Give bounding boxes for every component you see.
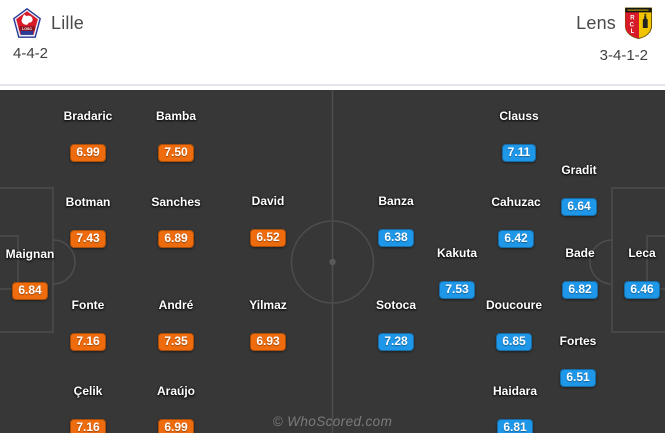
player[interactable]: Maignan 6.84: [0, 248, 85, 300]
lens-crest-icon: R C L: [624, 7, 653, 39]
svg-text:C: C: [630, 22, 635, 28]
player[interactable]: Sotoca 7.28: [341, 299, 451, 351]
player[interactable]: Sanches 6.89: [121, 196, 231, 248]
player[interactable]: Fortes 6.51: [523, 335, 633, 387]
pitch: Bradaric 6.99 Bamba 7.50 Botman 7.43 Sanches 6.…: [0, 90, 665, 433]
player-rating-badge: 6.52: [250, 229, 286, 247]
player-name: Sanches: [151, 195, 201, 209]
player-name: Cahuzac: [491, 195, 541, 209]
player-rating-badge: 6.84: [12, 282, 48, 300]
player-name: Banza: [378, 194, 414, 208]
player[interactable]: Leca 6.46: [587, 247, 665, 299]
player-rating-badge: 6.42: [498, 230, 534, 248]
player-name: David: [251, 194, 285, 208]
away-team-name: Lens: [576, 12, 616, 33]
player[interactable]: Araújo 6.99: [121, 385, 231, 433]
player[interactable]: Bamba 7.50: [121, 110, 231, 162]
player-name: Bamba: [155, 109, 196, 123]
player-rating-badge: 6.51: [560, 369, 596, 387]
player[interactable]: Clauss 7.11: [464, 110, 574, 162]
player-rating-badge: 6.82: [562, 281, 598, 299]
player[interactable]: Doucoure 6.85: [459, 299, 569, 351]
player-rating-badge: 6.81: [497, 419, 533, 433]
player[interactable]: Fonte 7.16: [33, 299, 143, 351]
player-rating-badge: 7.35: [158, 333, 194, 351]
svg-text:R: R: [630, 16, 635, 22]
player-rating-badge: 6.46: [624, 281, 660, 299]
player[interactable]: Bade 6.82: [525, 247, 635, 299]
watermark: © WhoScored.com: [272, 414, 393, 429]
player[interactable]: Cahuzac 6.42: [461, 196, 571, 248]
away-team-header: Lens R C L 3-4-1-2: [576, 6, 653, 64]
player-name: Gradit: [561, 163, 597, 177]
player-rating-badge: 7.16: [70, 419, 106, 433]
player[interactable]: Haidara 6.81: [460, 385, 570, 433]
player-name: Fortes: [559, 334, 597, 348]
player-rating-badge: 6.93: [250, 333, 286, 351]
player-rating-badge: 7.16: [70, 333, 106, 351]
player-rating-badge: 6.38: [378, 229, 414, 247]
player-rating-badge: 6.99: [70, 144, 106, 162]
svg-text:LOSC: LOSC: [22, 27, 32, 31]
player-name: Çelik: [73, 384, 103, 398]
player[interactable]: Bradaric 6.99: [33, 110, 143, 162]
player-name: Bade: [565, 246, 595, 260]
player-name: Botman: [65, 195, 111, 209]
player[interactable]: Botman 7.43: [33, 196, 143, 248]
player-name: Haidara: [492, 384, 538, 398]
player[interactable]: André 7.35: [121, 299, 231, 351]
lille-crest-icon: LOSC: [13, 8, 41, 38]
player-name: Clauss: [499, 109, 539, 123]
player-name: Kakuta: [436, 246, 477, 260]
player-name: André: [158, 298, 194, 312]
player-name: Araújo: [156, 384, 195, 398]
player-name: Sotoca: [375, 298, 416, 312]
player[interactable]: Gradit 6.64: [524, 164, 634, 216]
home-formation: 4-4-2: [13, 45, 49, 62]
pitch-markings: [0, 90, 665, 433]
player-name: Bradaric: [63, 109, 113, 123]
player-rating-badge: 7.43: [70, 230, 106, 248]
player-rating-badge: 7.50: [158, 144, 194, 162]
player-name: Yilmaz: [249, 298, 287, 312]
svg-text:L: L: [631, 29, 635, 35]
player[interactable]: David 6.52: [213, 195, 323, 247]
player-rating-badge: 7.11: [501, 144, 537, 162]
player-rating-badge: 6.64: [561, 198, 597, 216]
away-formation: 3-4-1-2: [599, 47, 648, 64]
header-divider: [0, 84, 665, 86]
home-team-header: LOSC Lille 4-4-2: [13, 8, 84, 62]
player-name: Doucoure: [485, 298, 542, 312]
player[interactable]: Kakuta 7.53: [402, 247, 512, 299]
player[interactable]: Yilmaz 6.93: [213, 299, 323, 351]
player-rating-badge: 7.28: [378, 333, 414, 351]
player-rating-badge: 6.85: [496, 333, 532, 351]
player-rating-badge: 6.99: [158, 419, 194, 433]
player-rating-badge: 7.53: [439, 281, 475, 299]
player-name: Leca: [628, 246, 656, 260]
player-name: Maignan: [5, 247, 55, 261]
player[interactable]: Çelik 7.16: [33, 385, 143, 433]
player-name: Fonte: [71, 298, 105, 312]
home-team-name: Lille: [51, 12, 85, 33]
player-rating-badge: 6.89: [158, 230, 194, 248]
player[interactable]: Banza 6.38: [341, 195, 451, 247]
